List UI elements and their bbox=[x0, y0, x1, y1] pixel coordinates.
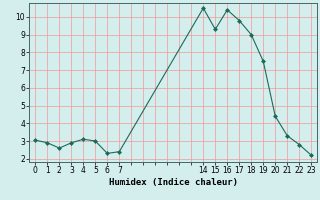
X-axis label: Humidex (Indice chaleur): Humidex (Indice chaleur) bbox=[109, 178, 238, 187]
